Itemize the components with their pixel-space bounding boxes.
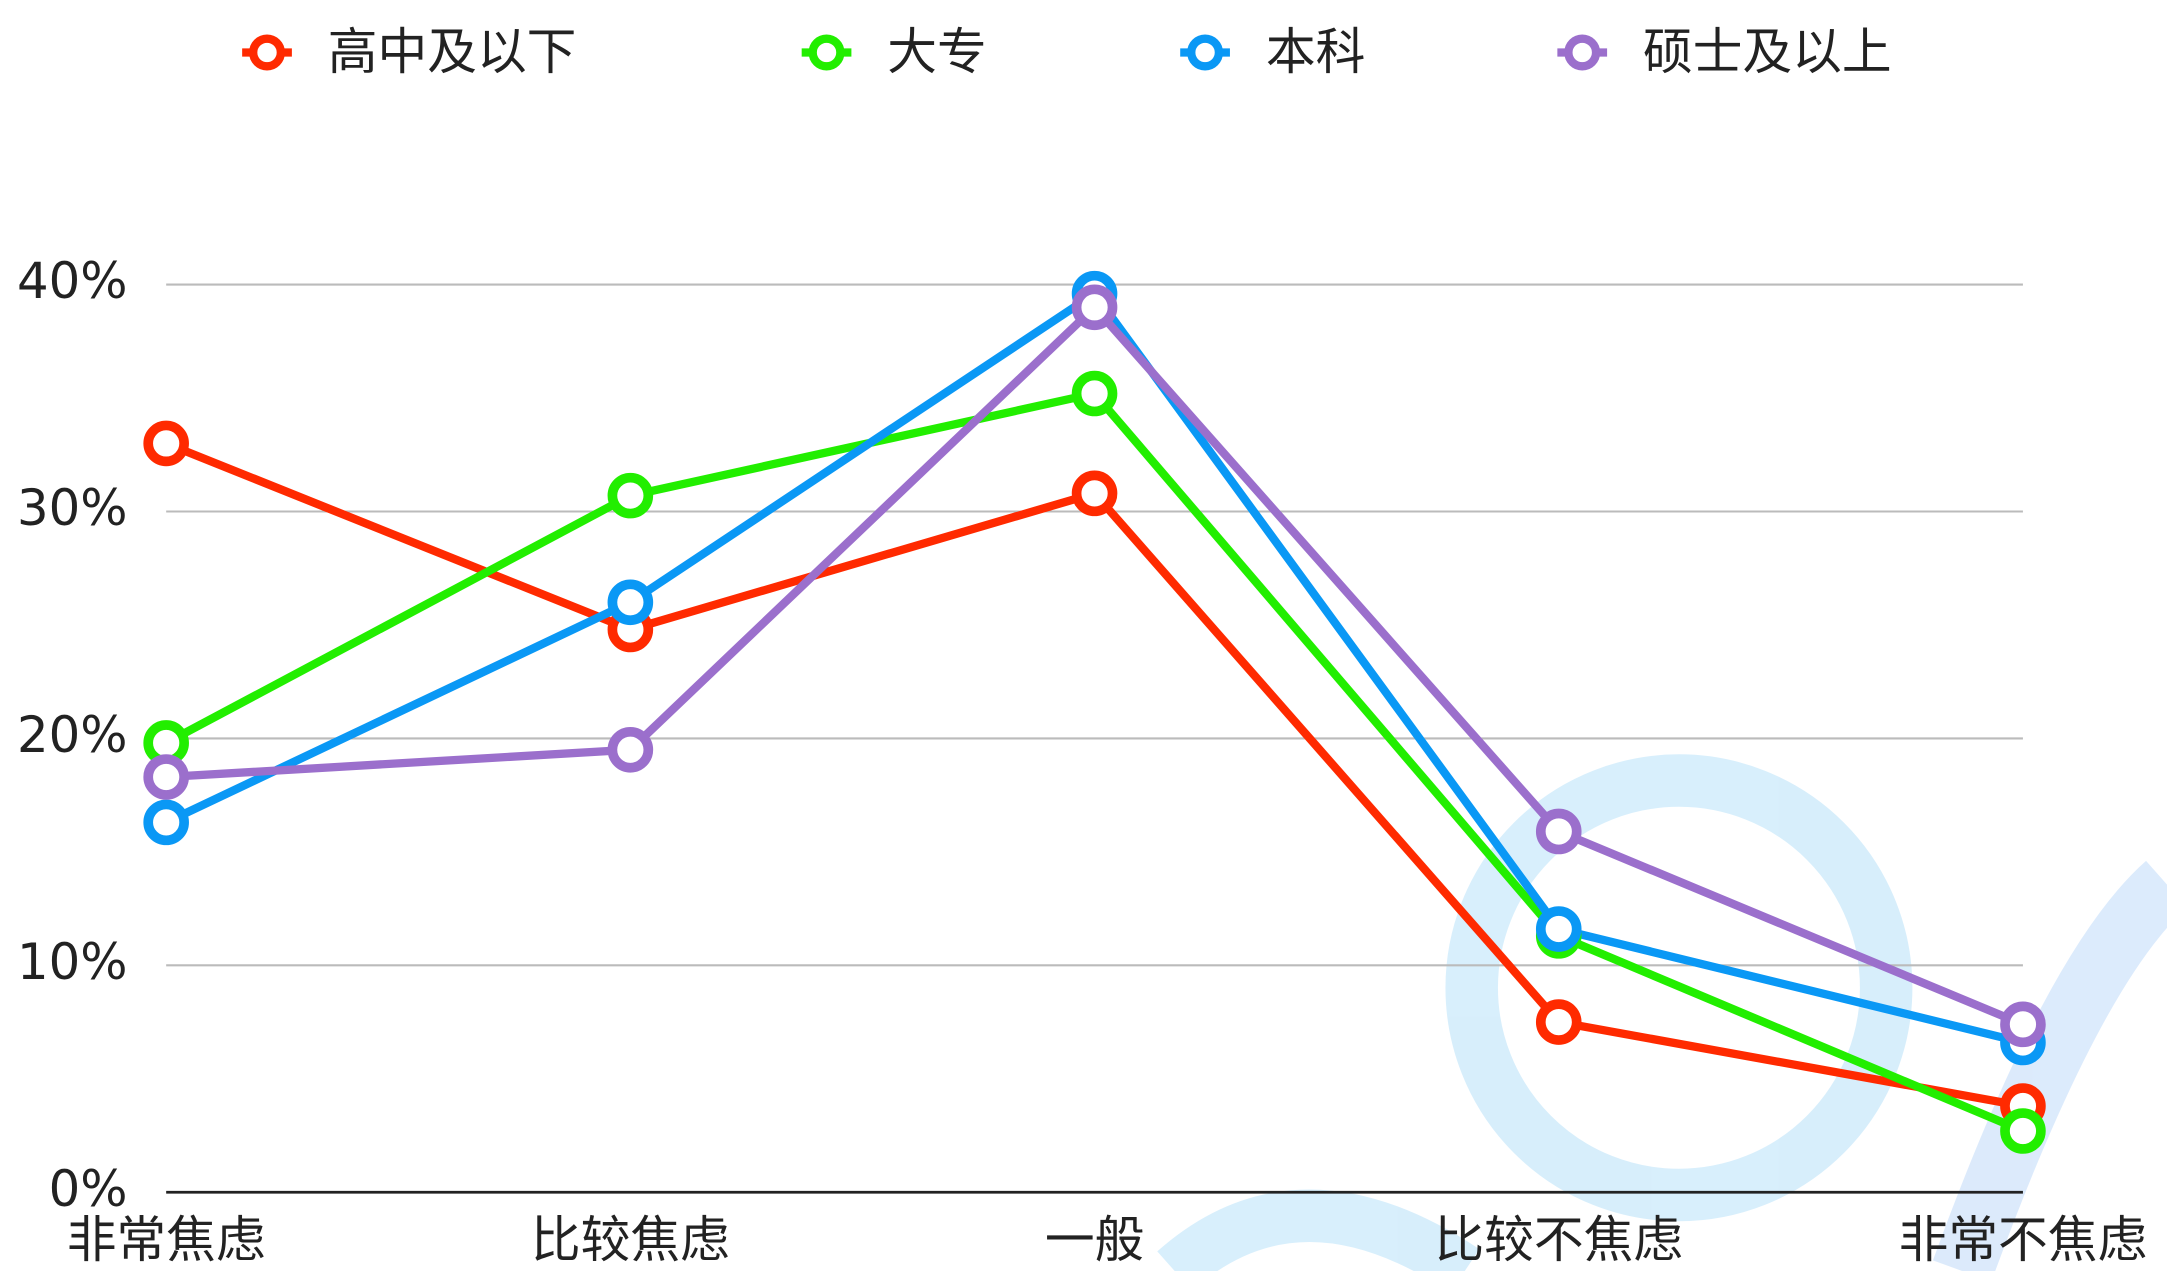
y-tick-label: 20% (17, 706, 128, 764)
legend-label: 大专 (887, 23, 986, 81)
y-tick-label: 30% (17, 479, 128, 537)
x-tick-label: 非常不焦虑 (1899, 1211, 2148, 1269)
x-tick-label: 比较不焦虑 (1434, 1211, 1683, 1269)
point (1535, 999, 1582, 1045)
point (607, 579, 654, 626)
point (607, 472, 654, 519)
x-tick-label: 一般 (1045, 1211, 1144, 1269)
point (1071, 284, 1118, 331)
point (2000, 1108, 2046, 1154)
point (1071, 370, 1118, 417)
point (607, 726, 654, 773)
x-tick-label: 非常焦虑 (67, 1211, 266, 1269)
point (1535, 906, 1582, 952)
point (1071, 470, 1118, 517)
legend-marker (249, 34, 285, 71)
y-tick-label: 0% (49, 1160, 128, 1218)
legend-marker (1187, 34, 1224, 71)
point (143, 754, 189, 800)
x-tick-label: 比较焦虑 (531, 1211, 730, 1269)
point (143, 799, 189, 846)
y-tick-label: 10% (17, 933, 128, 991)
legend-label: 硕士及以上 (1643, 23, 1892, 81)
legend-marker (1564, 34, 1601, 71)
legend-label: 本科 (1266, 23, 1365, 81)
legend-marker (808, 34, 845, 71)
point (143, 420, 189, 467)
point (1535, 808, 1582, 855)
y-tick-label: 40% (17, 252, 128, 310)
legend-label: 高中及以下 (328, 23, 577, 81)
point (2000, 1001, 2046, 1048)
